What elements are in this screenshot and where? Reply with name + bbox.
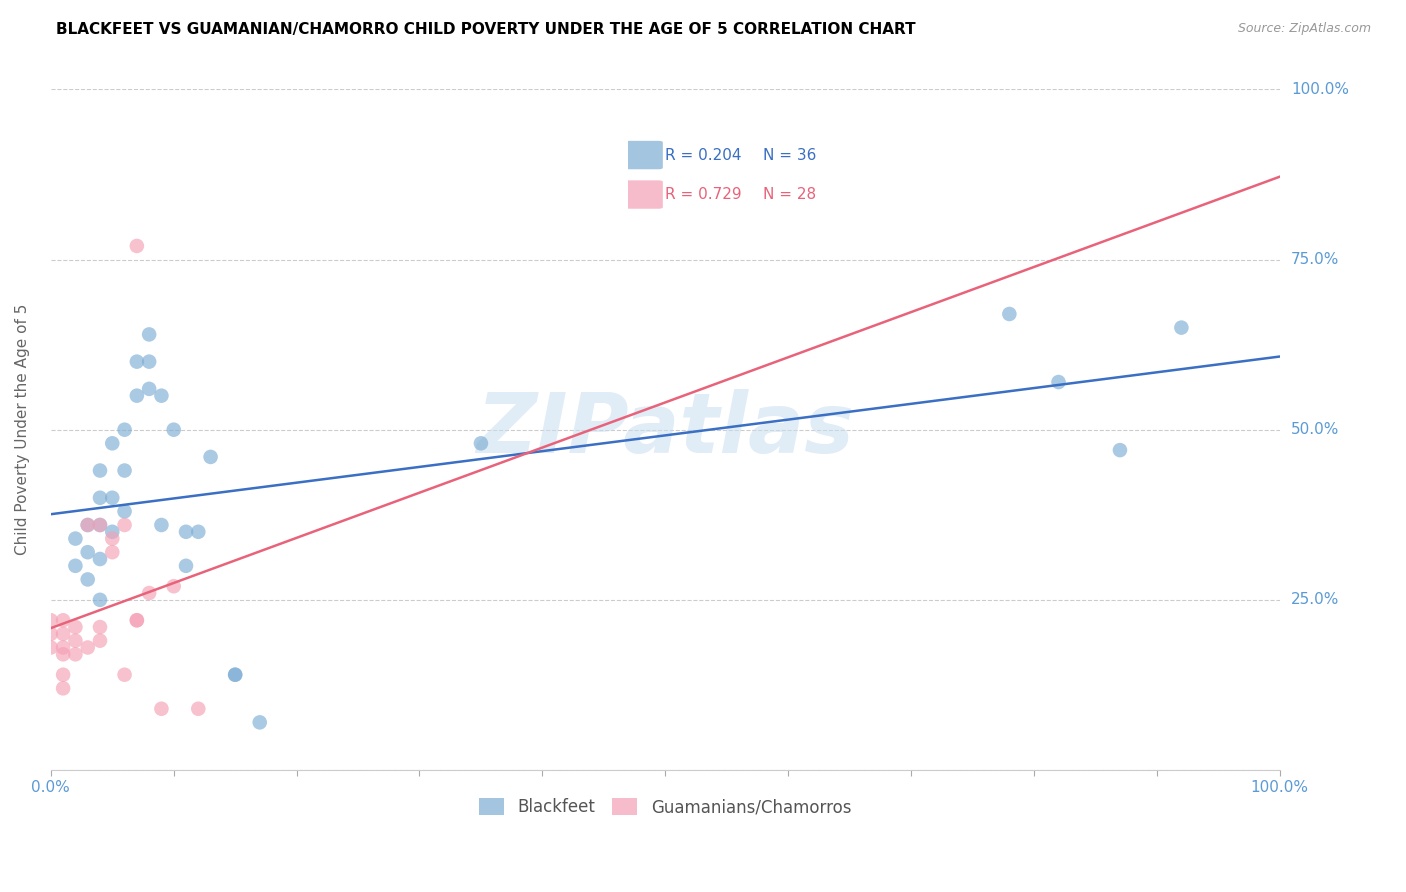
Point — [174, 524, 197, 539]
Point — [89, 518, 111, 533]
Point — [76, 573, 98, 587]
Point — [114, 464, 136, 478]
Point — [249, 715, 271, 730]
Point — [114, 667, 136, 681]
Point — [52, 681, 75, 696]
Point — [114, 518, 136, 533]
Point — [76, 518, 98, 533]
Text: 50.0%: 50.0% — [1291, 422, 1339, 437]
Point — [39, 613, 62, 627]
Point — [65, 648, 87, 662]
Point — [163, 579, 186, 593]
Point — [150, 518, 173, 533]
Point — [138, 327, 160, 342]
Point — [89, 552, 111, 566]
Point — [89, 620, 111, 634]
Point — [101, 491, 124, 505]
Point — [76, 545, 98, 559]
Point — [89, 491, 111, 505]
Point — [1047, 375, 1070, 389]
Text: 100.0%: 100.0% — [1291, 82, 1348, 97]
Point — [89, 518, 111, 533]
Point — [163, 423, 186, 437]
Point — [200, 450, 222, 464]
Point — [52, 640, 75, 655]
Point — [89, 633, 111, 648]
Text: Source: ZipAtlas.com: Source: ZipAtlas.com — [1237, 22, 1371, 36]
Point — [52, 648, 75, 662]
Point — [125, 354, 148, 368]
Point — [138, 354, 160, 368]
Point — [187, 524, 209, 539]
Point — [1170, 320, 1192, 334]
Point — [52, 667, 75, 681]
Point — [89, 464, 111, 478]
Point — [125, 239, 148, 253]
Point — [138, 382, 160, 396]
Point — [89, 592, 111, 607]
Point — [101, 532, 124, 546]
Text: 25.0%: 25.0% — [1291, 592, 1339, 607]
Point — [52, 613, 75, 627]
Text: N = 28: N = 28 — [763, 187, 817, 202]
Point — [76, 640, 98, 655]
Point — [65, 620, 87, 634]
Point — [65, 532, 87, 546]
Point — [114, 504, 136, 518]
Point — [470, 436, 492, 450]
Point — [39, 640, 62, 655]
Point — [114, 423, 136, 437]
Text: N = 36: N = 36 — [763, 147, 817, 162]
Point — [101, 545, 124, 559]
Point — [187, 702, 209, 716]
Point — [138, 586, 160, 600]
Point — [125, 389, 148, 403]
Point — [125, 613, 148, 627]
Point — [101, 524, 124, 539]
Point — [150, 702, 173, 716]
Point — [101, 436, 124, 450]
Text: BLACKFEET VS GUAMANIAN/CHAMORRO CHILD POVERTY UNDER THE AGE OF 5 CORRELATION CHA: BLACKFEET VS GUAMANIAN/CHAMORRO CHILD PO… — [56, 22, 915, 37]
Point — [65, 558, 87, 573]
Point — [150, 389, 173, 403]
Point — [52, 627, 75, 641]
Point — [65, 633, 87, 648]
Text: R = 0.729: R = 0.729 — [665, 187, 741, 202]
Y-axis label: Child Poverty Under the Age of 5: Child Poverty Under the Age of 5 — [15, 304, 30, 556]
Point — [39, 627, 62, 641]
Point — [998, 307, 1021, 321]
FancyBboxPatch shape — [626, 141, 662, 169]
Text: ZIPatlas: ZIPatlas — [477, 389, 855, 470]
Point — [1109, 443, 1132, 458]
Text: R = 0.204: R = 0.204 — [665, 147, 741, 162]
Legend: Blackfeet, Guamanians/Chamorros: Blackfeet, Guamanians/Chamorros — [472, 791, 858, 823]
FancyBboxPatch shape — [626, 180, 662, 209]
Point — [224, 667, 246, 681]
Point — [76, 518, 98, 533]
Text: 75.0%: 75.0% — [1291, 252, 1339, 267]
Point — [125, 613, 148, 627]
Point — [174, 558, 197, 573]
Point — [224, 667, 246, 681]
